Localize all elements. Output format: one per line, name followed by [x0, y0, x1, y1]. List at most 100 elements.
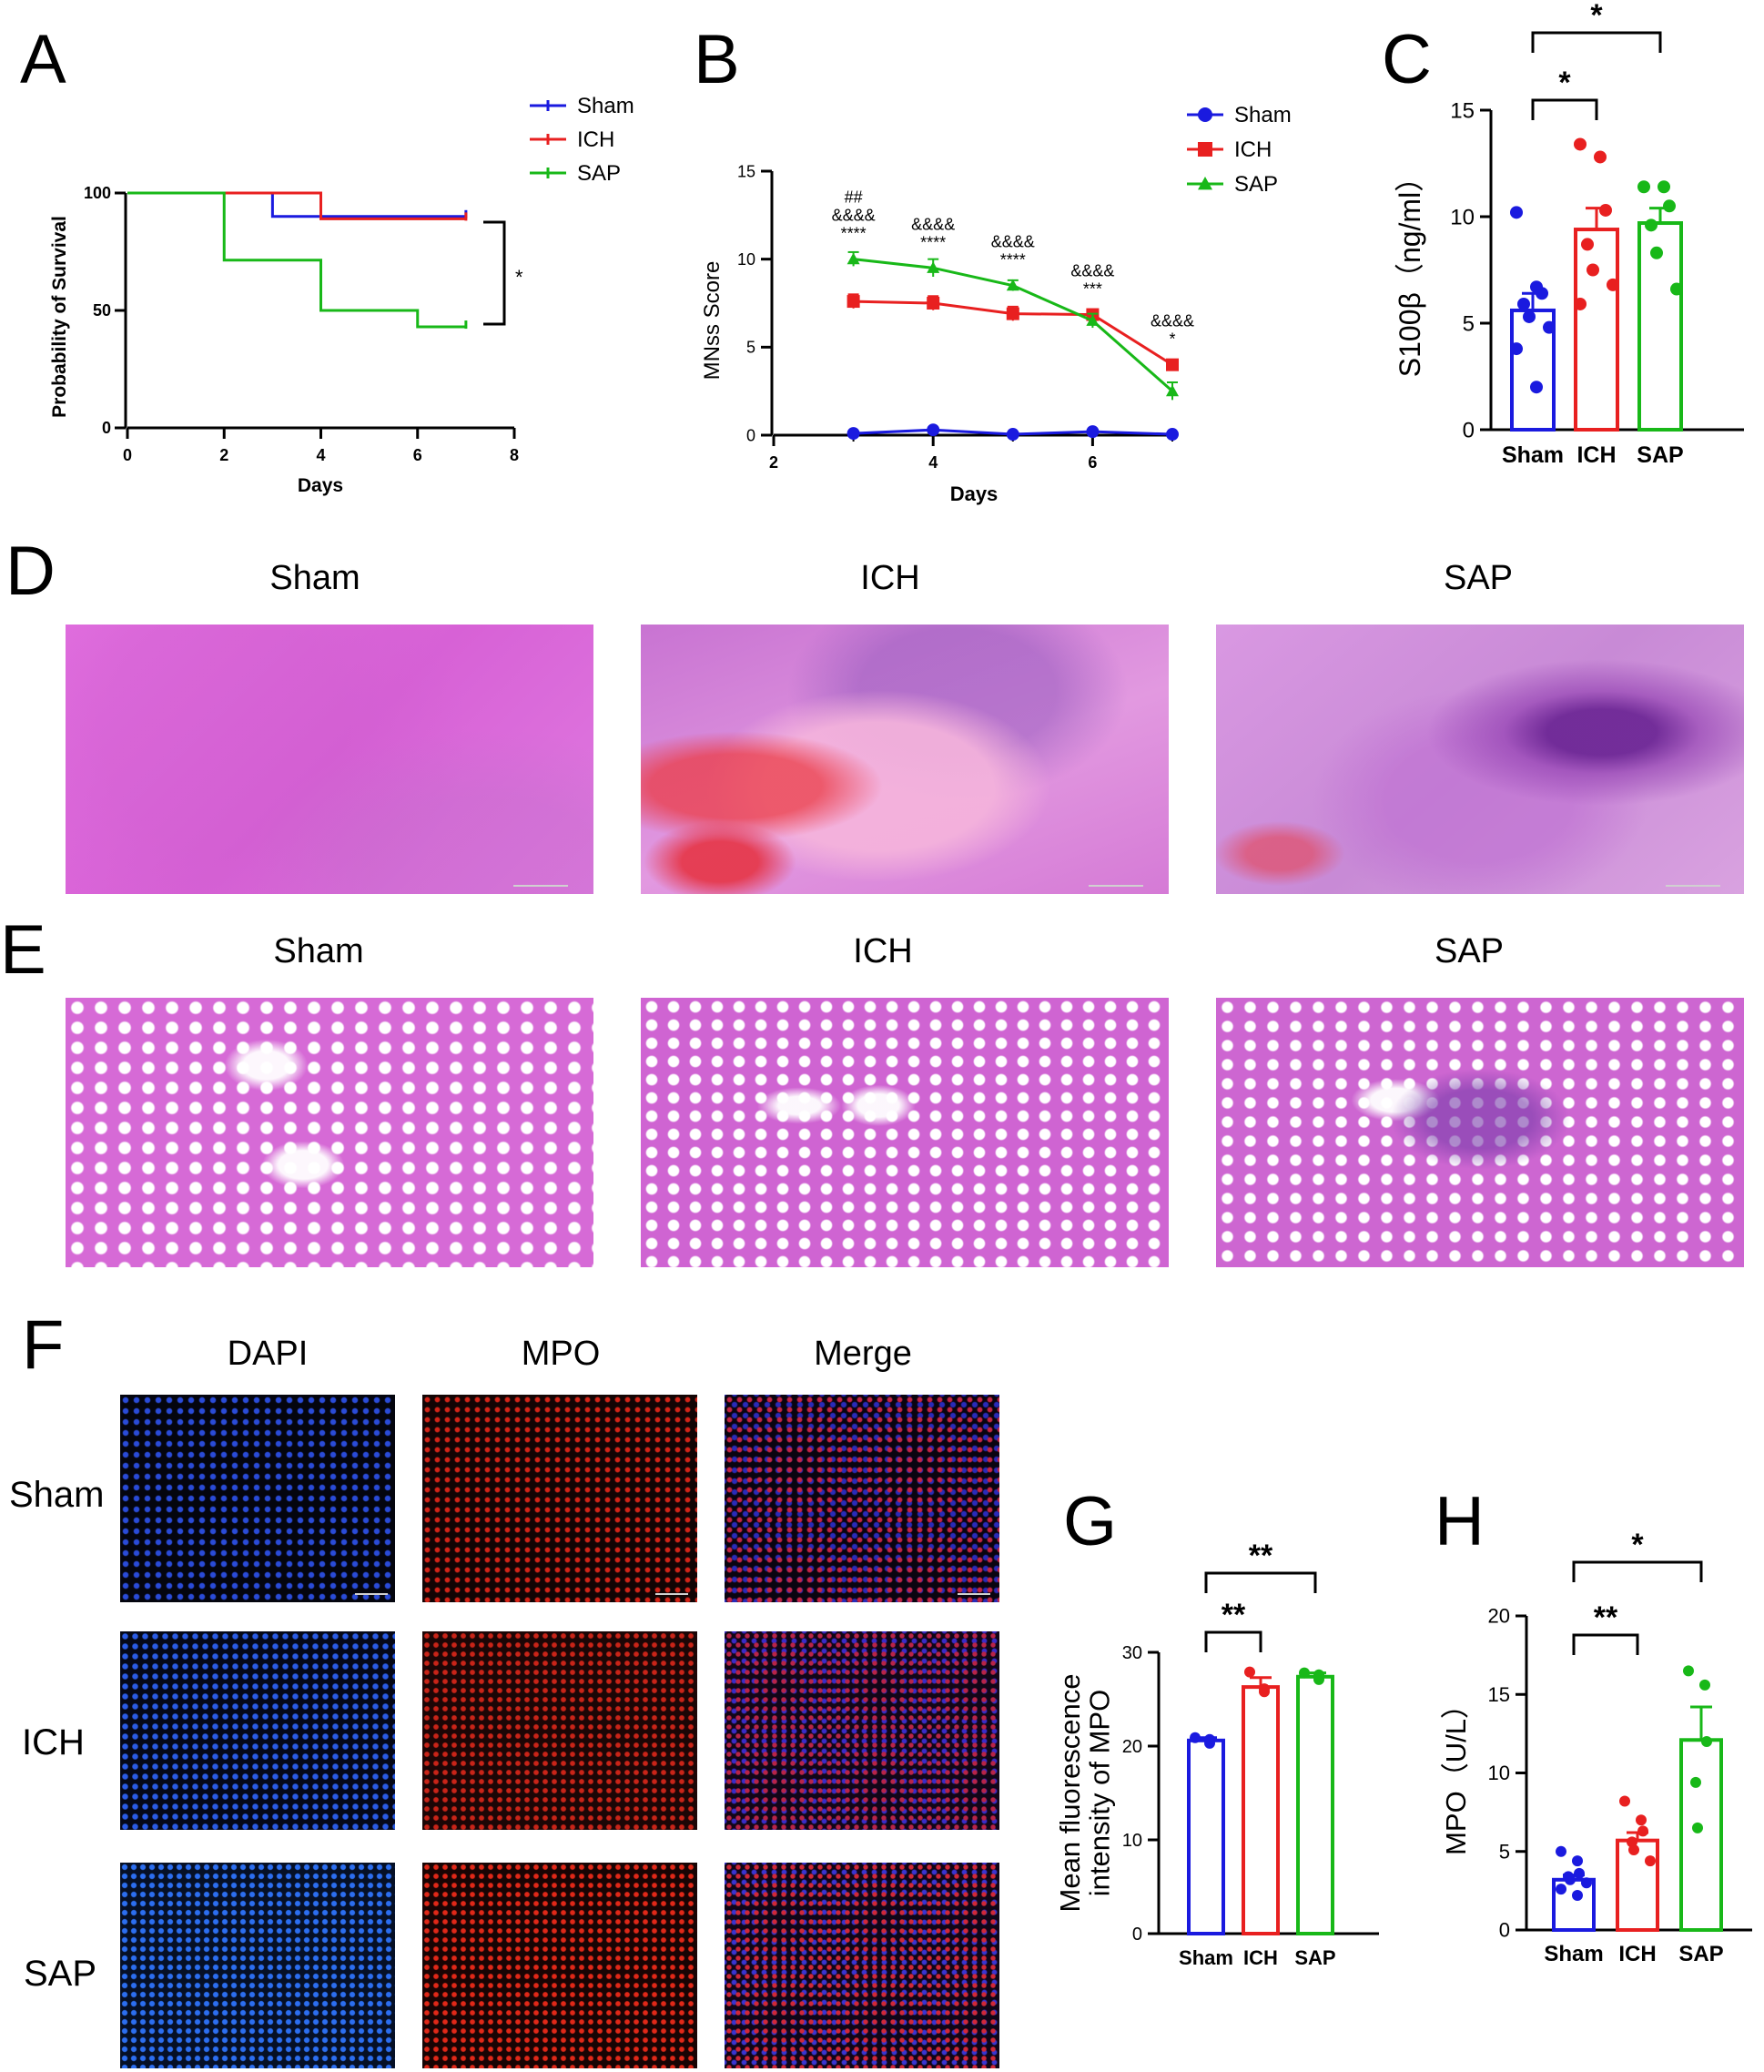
- survival-line-sap: [127, 191, 466, 329]
- panel-letter-h: H: [1435, 1483, 1485, 1560]
- panel-letter-g: G: [1063, 1483, 1118, 1560]
- panel-f-row-sham: Sham: [9, 1475, 105, 1515]
- bar-sap: [1296, 1674, 1334, 1935]
- y-tick-label: 0: [1132, 1925, 1142, 1945]
- significance-bracket: [1572, 1560, 1703, 1582]
- x-tick-label: 2: [769, 453, 778, 472]
- x-tick-label: 6: [413, 446, 422, 464]
- data-point: [1574, 1867, 1585, 1879]
- scale-bar: [1089, 885, 1143, 887]
- if-mpo-sham: [422, 1395, 697, 1602]
- y-tick-label: 0: [102, 419, 111, 437]
- panel-letter-d: D: [5, 533, 56, 610]
- data-point: [1198, 142, 1212, 157]
- y-tick-label: 100: [84, 184, 111, 202]
- y-axis-title: Probability of Survival: [49, 216, 70, 418]
- y-tick-label: 0: [1499, 1919, 1510, 1942]
- panel-letter-e: E: [0, 911, 46, 989]
- significance-label: &&&&: [832, 207, 876, 225]
- lung-he-image-sham: [66, 998, 593, 1267]
- data-point: [1690, 1776, 1701, 1788]
- data-point: [1572, 1855, 1583, 1867]
- brain-he-image-ich: [641, 625, 1169, 894]
- legend-label: ICH: [1234, 137, 1272, 162]
- x-category-label: ICH: [1243, 1946, 1278, 1969]
- panel-d-title-ich: ICH: [860, 559, 920, 597]
- brain-he-image-sham: [66, 625, 593, 894]
- data-point: [1692, 1822, 1703, 1833]
- data-point: [1166, 428, 1179, 442]
- panel-f-row-ich: ICH: [22, 1722, 85, 1762]
- data-point: [1581, 1877, 1592, 1889]
- data-point: [927, 261, 940, 273]
- bar-sham: [1187, 1738, 1225, 1935]
- significance-label: **: [1249, 1539, 1273, 1573]
- data-point: [1574, 137, 1587, 151]
- data-point: [1198, 177, 1212, 190]
- significance-label: ****: [841, 225, 867, 243]
- if-mpo-sap: [422, 1863, 697, 2068]
- data-point: [1581, 238, 1594, 251]
- significance-label: *: [1631, 1528, 1644, 1562]
- y-tick-label: 50: [93, 301, 111, 320]
- data-point: [1645, 1855, 1656, 1867]
- legend-label: SAP: [577, 161, 621, 186]
- survival-chart: 0 2 4 6 8 0 50 100 Days Probability of Survival * S…: [49, 94, 634, 496]
- data-point: [1086, 425, 1100, 439]
- x-axis-title: Days: [298, 475, 343, 496]
- significance-label: ***: [1083, 280, 1102, 299]
- x-axis-title: Days: [950, 482, 999, 505]
- data-point: [1599, 203, 1612, 217]
- data-point: [1244, 1666, 1255, 1678]
- data-point: [1572, 1890, 1583, 1902]
- significance-bracket: [1572, 1633, 1639, 1655]
- panel-e-title-sham: Sham: [273, 932, 364, 970]
- x-category-label: Sham: [1544, 1942, 1603, 1966]
- y-tick-label: 10: [737, 250, 755, 269]
- y-axis-title: S100β（ng/ml）: [1394, 163, 1426, 377]
- data-point: [1523, 310, 1536, 323]
- scale-bar: [355, 1593, 388, 1595]
- x-category-label: Sham: [1502, 442, 1564, 468]
- y-tick-label: 5: [1499, 1840, 1510, 1863]
- panel-f-col-mpo: MPO: [521, 1335, 601, 1373]
- x-category-label: SAP: [1637, 442, 1683, 468]
- x-category-label: SAP: [1294, 1946, 1335, 1969]
- x-category-label: SAP: [1678, 1942, 1723, 1966]
- y-tick-label: 15: [1488, 1683, 1510, 1706]
- y-tick-label: 30: [1122, 1643, 1142, 1663]
- significance-label: **: [1222, 1598, 1246, 1632]
- x-category-label: Sham: [1179, 1946, 1233, 1969]
- legend-label: ICH: [577, 127, 614, 152]
- significance-label: &&&&: [1070, 262, 1114, 280]
- data-point: [847, 252, 860, 265]
- data-point: [847, 295, 860, 309]
- y-tick-label: 15: [737, 162, 755, 180]
- panel-letter-f: F: [22, 1306, 65, 1384]
- data-point: [1663, 199, 1676, 213]
- y-tick-label: 10: [1450, 205, 1475, 229]
- y-axis-title: intensity of MPO: [1084, 1690, 1116, 1896]
- data-point: [1556, 1845, 1566, 1857]
- data-point: [1530, 381, 1543, 394]
- data-point: [1086, 314, 1100, 326]
- significance-label: ****: [1000, 251, 1026, 269]
- if-merge-sap: [725, 1863, 999, 2068]
- lung-he-image-sap: [1216, 998, 1744, 1267]
- if-merge-ich: [725, 1631, 999, 1830]
- score-line-sap: [853, 258, 1173, 392]
- data-point: [1645, 218, 1658, 232]
- significance-bracket: [1204, 1571, 1317, 1593]
- y-tick-label: 20: [1122, 1737, 1142, 1757]
- data-point: [1556, 1884, 1566, 1895]
- significance-label: ****: [920, 233, 946, 251]
- data-point: [1198, 107, 1212, 122]
- if-dapi-sap: [120, 1863, 395, 2068]
- data-point: [927, 297, 940, 310]
- panel-f-col-merge: Merge: [814, 1335, 912, 1373]
- y-tick-label: 5: [1463, 311, 1475, 336]
- survival-line-sham: [127, 191, 466, 218]
- scale-bar: [655, 1593, 688, 1595]
